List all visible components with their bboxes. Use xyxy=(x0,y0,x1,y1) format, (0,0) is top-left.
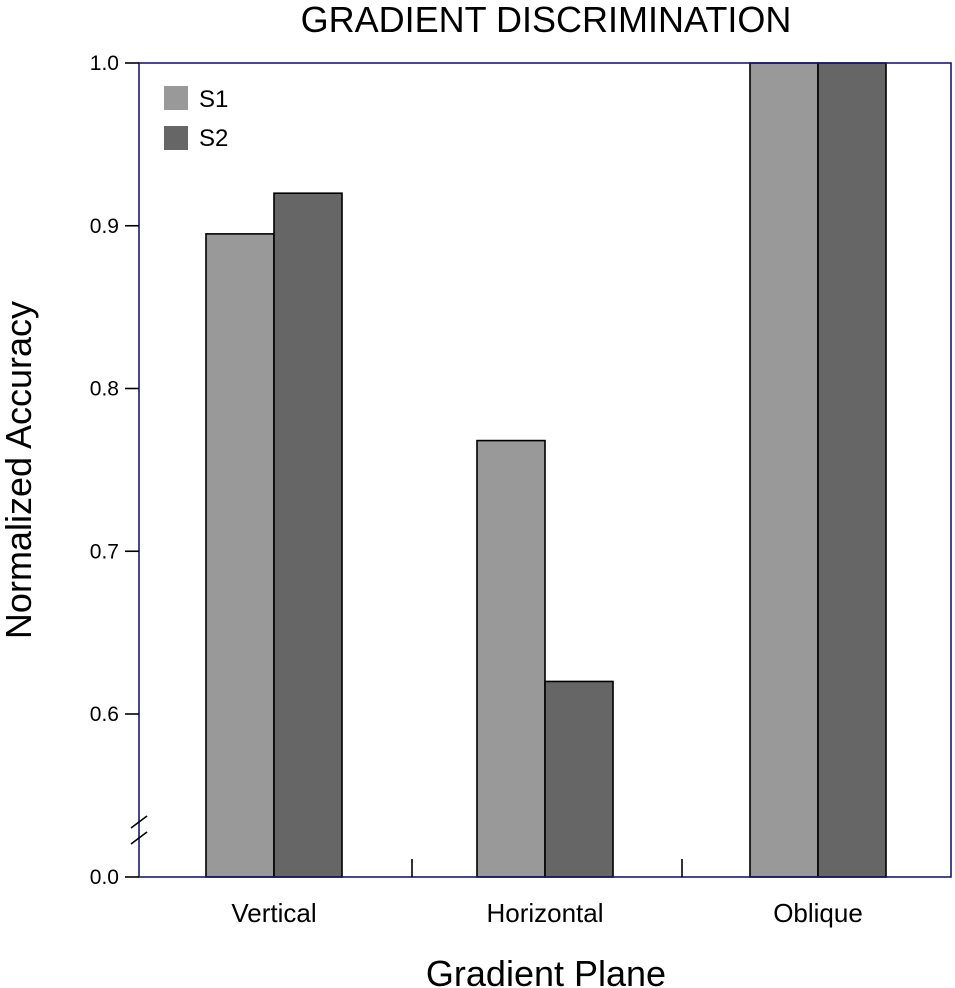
y-tick-label: 0.9 xyxy=(90,215,119,238)
x-category-label-horizontal: Horizontal xyxy=(486,898,603,928)
bar-s2-horizontal xyxy=(544,680,614,878)
bar-s1-horizontal xyxy=(476,439,546,878)
legend: S1 S2 xyxy=(164,86,228,152)
legend-swatch-s2 xyxy=(164,126,188,150)
legend-swatch-s1 xyxy=(164,86,188,110)
x-category-label-oblique: Oblique xyxy=(773,898,863,928)
chart-title: GRADIENT DISCRIMINATION xyxy=(301,0,792,40)
y-tick-label: 0.0 xyxy=(90,866,119,889)
y-axis-break-marker xyxy=(130,815,148,845)
y-axis-title: Normalized Accuracy xyxy=(0,301,39,639)
bar-s1-oblique xyxy=(749,62,819,878)
bar-s2-vertical xyxy=(273,192,343,878)
legend-label-s2: S2 xyxy=(199,125,228,152)
y-axis-ticks: 0.0 0.6 0.7 0.8 0.9 1.0 xyxy=(90,52,139,889)
y-tick-label: 0.8 xyxy=(90,378,119,401)
x-axis-ticks xyxy=(411,859,683,877)
x-axis-title: Gradient Plane xyxy=(426,953,666,988)
bar-s1-vertical xyxy=(205,233,275,878)
y-tick-label: 1.0 xyxy=(90,52,119,75)
bar-s2-oblique xyxy=(817,62,887,878)
y-tick-label: 0.7 xyxy=(90,540,119,563)
bars-group xyxy=(205,62,887,878)
plot-frame xyxy=(138,62,952,878)
legend-label-s1: S1 xyxy=(199,86,228,113)
x-axis-category-labels: Vertical Horizontal Oblique xyxy=(231,898,862,928)
y-tick-label: 0.6 xyxy=(90,703,119,726)
x-category-label-vertical: Vertical xyxy=(231,898,316,928)
